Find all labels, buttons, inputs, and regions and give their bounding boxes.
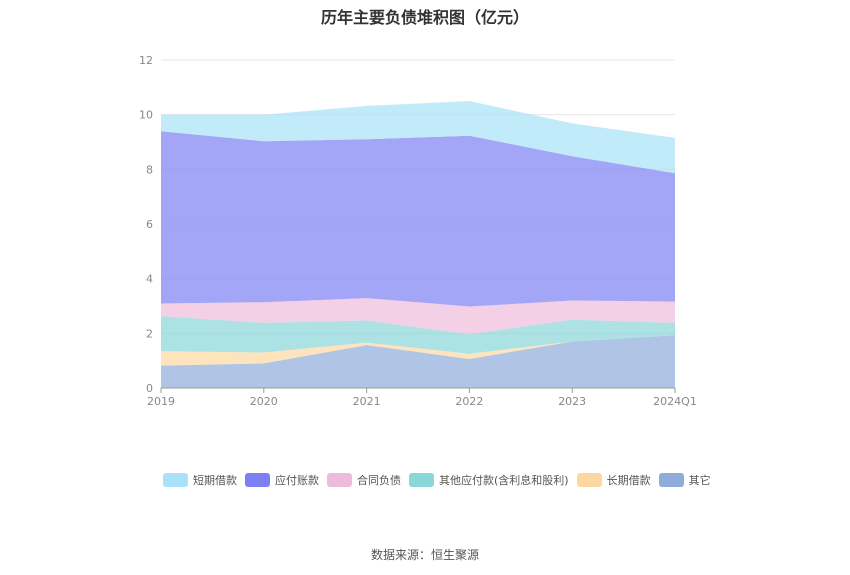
y-tick-label: 10 [139,109,153,122]
legend-swatch [576,473,602,487]
legend-item[interactable]: 长期借款 [576,472,651,488]
legend-swatch [163,473,188,487]
x-tick-label: 2019 [147,395,175,408]
legend: 短期借款 应付账款 合同负债 其他应付款(含利息和股利) 长期借款 其它 [163,472,723,497]
y-tick-label: 2 [146,327,153,340]
axes: 0 2 4 6 8 10 12 2019 2020 2021 2022 2023 2024Q1 [139,54,697,408]
legend-label: 应付账款 [275,474,319,487]
legend-swatch [245,473,270,487]
area-series-5[interactable] [161,101,675,174]
x-tick-label: 2021 [353,395,381,408]
area-series-1[interactable] [161,335,675,366]
y-tick-label: 8 [146,163,153,176]
legend-item[interactable]: 应付账款 [245,472,319,488]
y-tick-label: 0 [146,382,153,395]
legend-label: 长期借款 [606,474,651,487]
legend-item[interactable]: 短期借款 [163,472,237,488]
chart-title: 历年主要负债堆积图（亿元） [320,8,529,27]
data-source: 数据来源：恒生聚源 [370,548,479,562]
legend-swatch [327,473,352,487]
y-tick-label: 12 [139,54,153,67]
legend-swatch [658,473,684,487]
legend-label: 其它 [688,474,711,487]
legend-item[interactable]: 合同负债 [327,472,401,488]
area-series-2[interactable] [161,316,675,354]
legend-label: 其他应付款(含利息和股利) [439,474,569,487]
legend-label: 短期借款 [193,474,237,487]
area-series-0[interactable] [161,335,675,388]
y-tick-label: 4 [146,273,153,286]
y-tick-label: 6 [146,218,153,231]
legend-swatch [409,473,434,487]
x-tick-label: 2022 [455,395,483,408]
area-series-4[interactable] [161,131,675,307]
legend-item[interactable]: 其他应付款(含利息和股利) [409,472,569,488]
x-tick-label: 2023 [558,395,586,408]
x-tick-label: 2024Q1 [653,395,697,408]
legend-item[interactable]: 其它 [658,472,711,488]
x-tick-label: 2020 [250,395,278,408]
series-areas [161,101,675,388]
legend-label: 合同负债 [357,474,401,487]
area-series-3[interactable] [161,298,675,335]
